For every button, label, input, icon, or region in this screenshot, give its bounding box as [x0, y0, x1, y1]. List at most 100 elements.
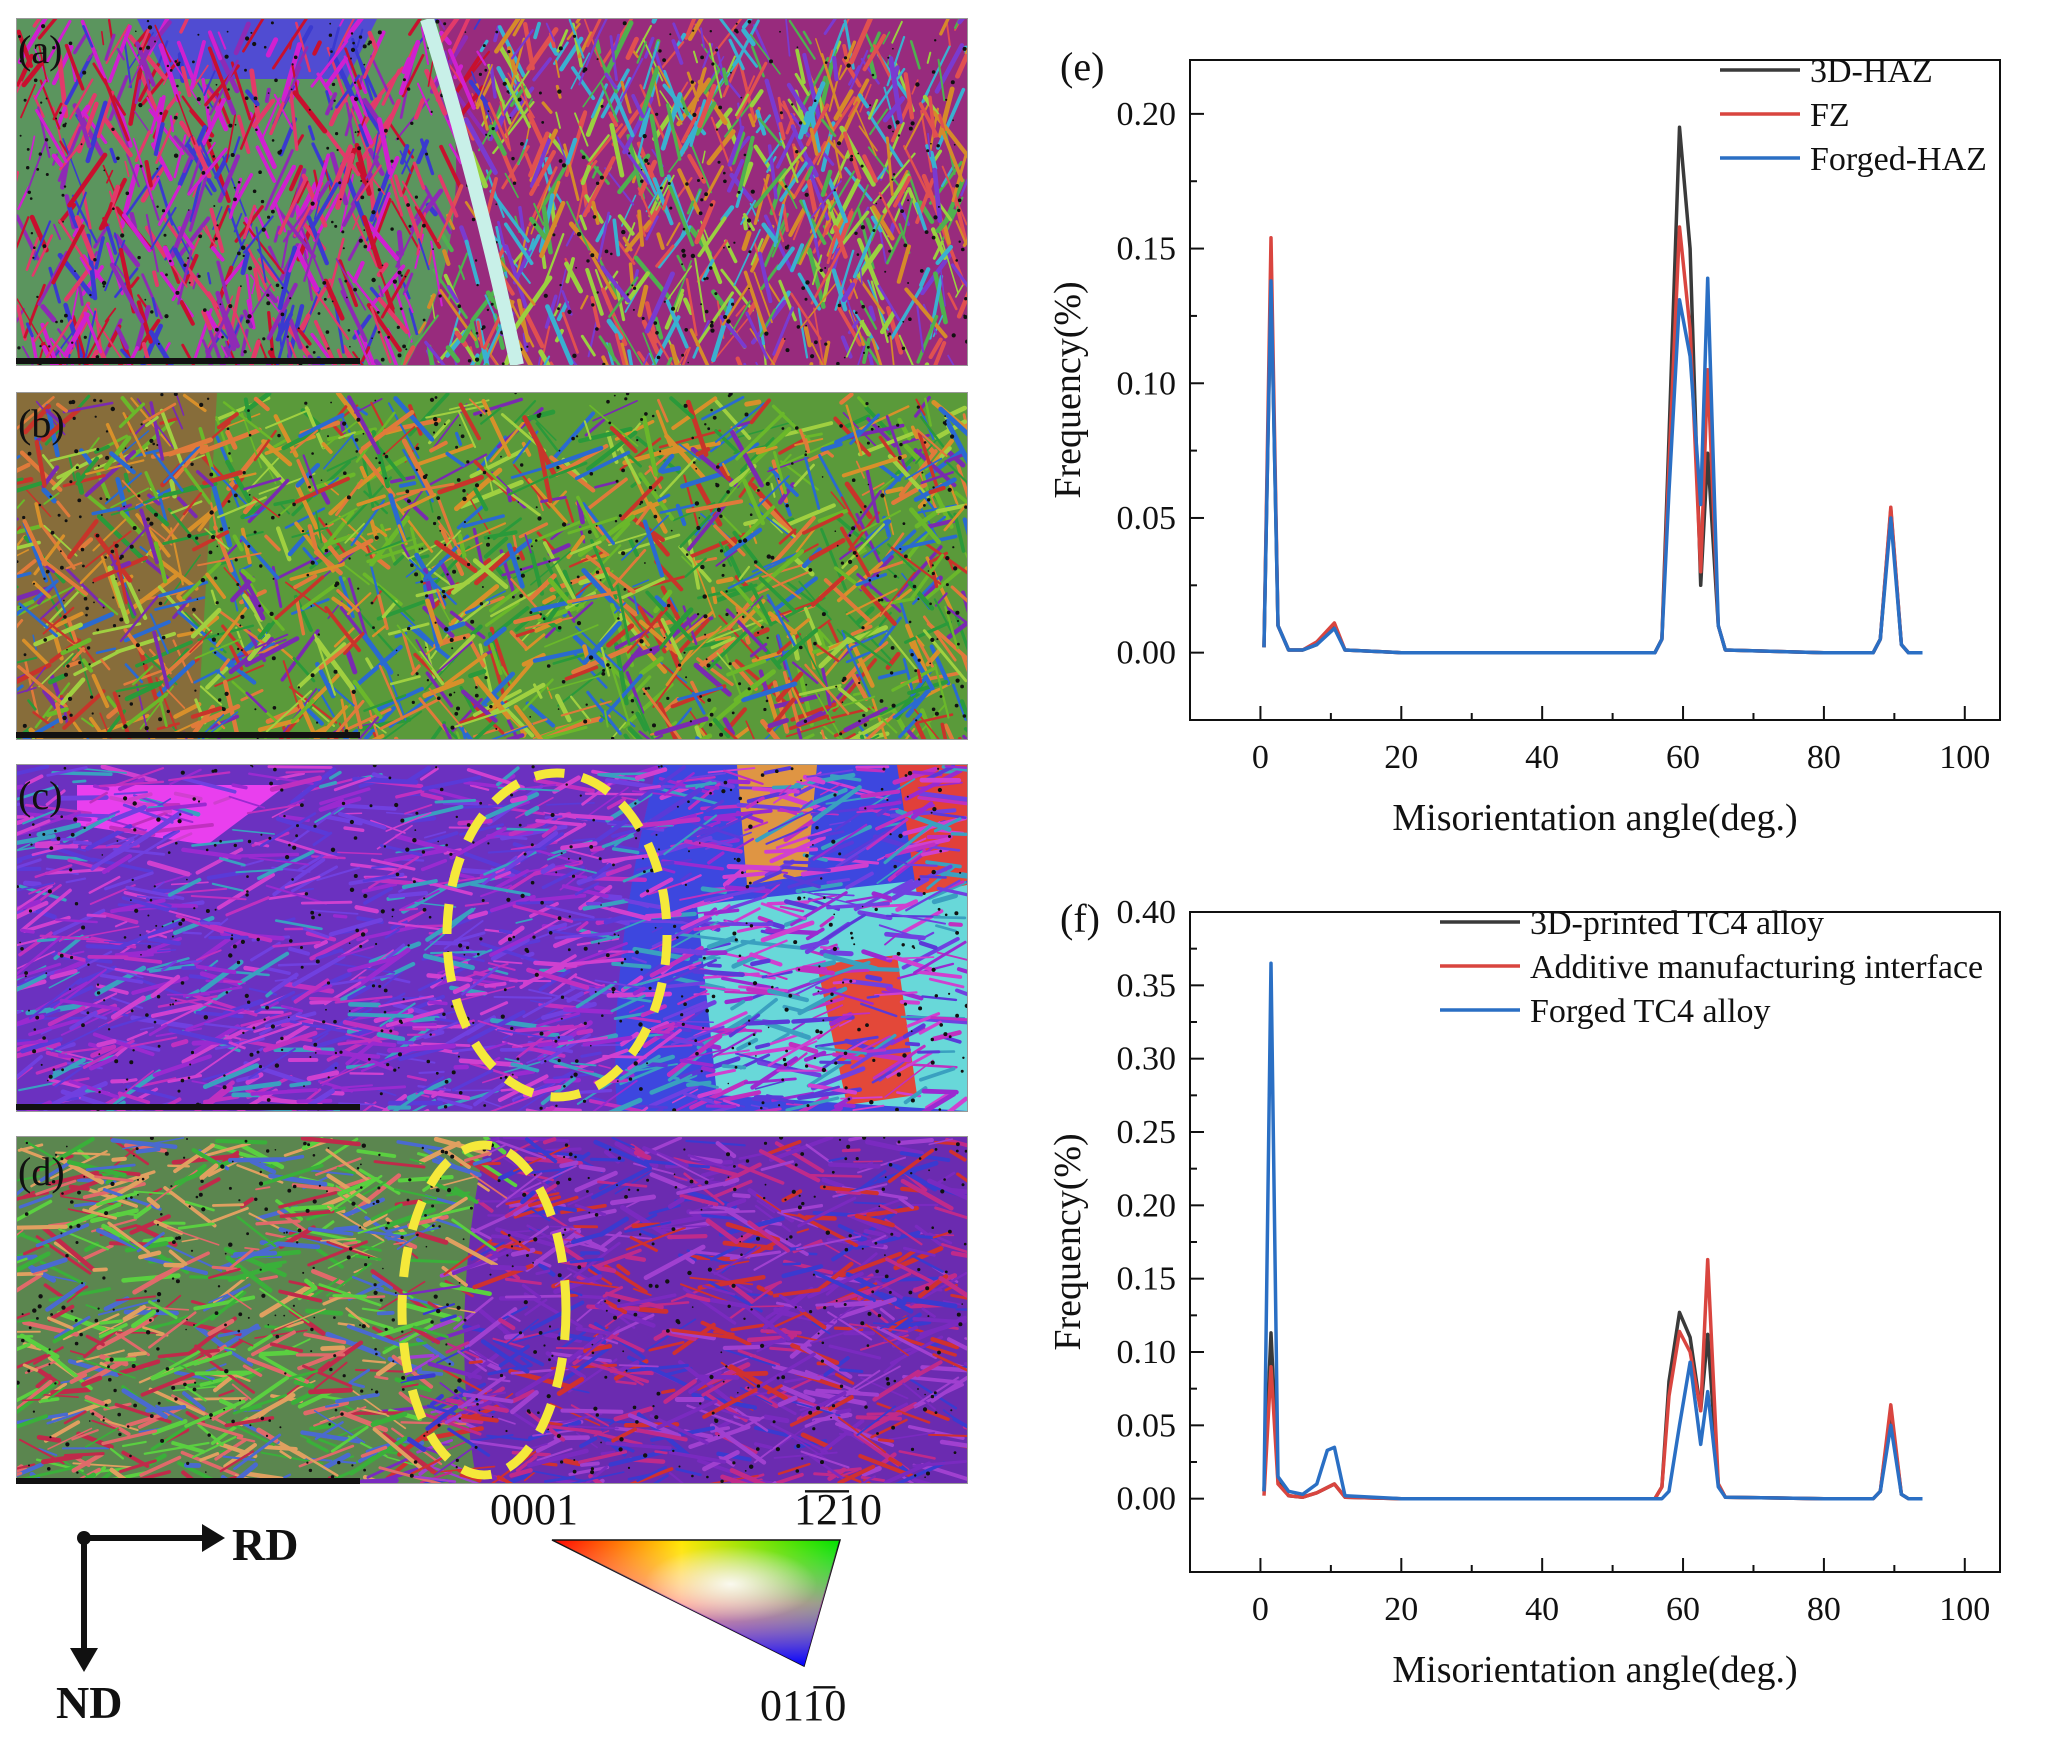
ebsd-boundary-dot — [259, 564, 263, 568]
ebsd-boundary-dot — [590, 253, 595, 258]
ebsd-lath — [692, 557, 716, 618]
ebsd-boundary-dot — [910, 653, 914, 657]
ebsd-boundary-dot — [415, 468, 418, 472]
ebsd-lath — [697, 1088, 723, 1099]
ebsd-boundary-dot — [201, 171, 206, 175]
ebsd-boundary-dot — [633, 286, 637, 290]
ebsd-lath — [808, 538, 846, 561]
ebsd-lath — [841, 695, 876, 707]
ebsd-boundary-dot — [747, 20, 752, 24]
ebsd-boundary-dot — [952, 546, 955, 549]
ebsd-lath — [131, 665, 154, 686]
ebsd-lath — [311, 182, 339, 228]
ebsd-lath — [58, 202, 77, 225]
ebsd-lath — [648, 176, 669, 218]
ebsd-lath — [67, 519, 99, 560]
ebsd-boundary-dot — [723, 315, 728, 319]
ebsd-lath — [743, 270, 768, 335]
ebsd-boundary-dot — [353, 81, 357, 84]
ebsd-lath — [401, 543, 410, 558]
ebsd-lath — [663, 814, 718, 856]
ebsd-lath — [230, 970, 270, 977]
ebsd-boundary-dot — [765, 699, 769, 703]
ebsd-lath — [956, 967, 967, 974]
ebsd-lath — [515, 918, 533, 924]
ebsd-boundary-dot — [212, 155, 215, 158]
ebsd-lath — [311, 855, 346, 860]
ebsd-lath — [571, 941, 628, 965]
ebsd-boundary-dot — [683, 651, 686, 654]
ebsd-lath — [722, 952, 748, 960]
ebsd-lath — [37, 250, 69, 306]
ebsd-lath — [722, 1099, 741, 1107]
ebsd-boundary-dot — [146, 45, 151, 50]
ebsd-boundary-dot — [613, 394, 616, 397]
ebsd-boundary-dot — [459, 424, 461, 426]
ebsd-boundary-dot — [491, 127, 495, 131]
ebsd-lath — [849, 19, 873, 65]
ebsd-lath — [245, 691, 268, 713]
scale-bar-a — [16, 358, 360, 364]
ebsd-lath — [694, 257, 706, 323]
ebsd-lath — [904, 99, 932, 150]
ebsd-lath — [609, 35, 618, 82]
ebsd-boundary-dot — [330, 50, 333, 53]
ebsd-lath — [648, 501, 668, 534]
ebsd-lath — [962, 413, 967, 436]
ebsd-boundary-dot — [377, 30, 382, 35]
ebsd-lath — [446, 285, 460, 304]
ebsd-boundary-dot — [353, 287, 357, 292]
ebsd-lath — [767, 282, 781, 303]
ebsd-lath — [617, 153, 651, 195]
ebsd-lath — [385, 975, 411, 984]
ebsd-lath — [915, 635, 925, 647]
ebsd-lath — [469, 1062, 519, 1079]
ebsd-lath — [852, 309, 861, 322]
ebsd-lath — [669, 396, 695, 419]
ebsd-lath — [684, 839, 743, 854]
ebsd-boundary-dot — [946, 610, 951, 615]
ebsd-lath — [202, 227, 217, 248]
ebsd-boundary-dot — [781, 427, 785, 430]
ebsd-lath — [682, 1092, 721, 1106]
ebsd-lath — [694, 725, 703, 739]
ebsd-lath — [684, 640, 724, 652]
ebsd-boundary-dot — [482, 44, 486, 48]
ebsd-lath — [58, 1053, 73, 1059]
ebsd-lath — [868, 705, 898, 734]
ebsd-lath — [557, 666, 608, 707]
ebsd-lath — [235, 626, 245, 649]
ebsd-lath — [760, 902, 807, 921]
ebsd-lath — [228, 472, 257, 481]
ebsd-lath — [655, 1044, 693, 1049]
ebsd-lath — [915, 398, 926, 416]
ebsd-lath — [928, 337, 943, 360]
ebsd-lath — [81, 185, 92, 230]
ebsd-lath — [586, 430, 638, 472]
ebsd-lath — [752, 870, 782, 886]
ebsd-boundary-dot — [851, 526, 856, 531]
ebsd-lath — [311, 286, 350, 341]
ebsd-boundary-dot — [159, 111, 163, 115]
ebsd-lath — [264, 149, 294, 211]
ebsd-lath — [146, 936, 182, 946]
ebsd-lath — [656, 232, 665, 250]
ebsd-boundary-dot — [965, 339, 967, 344]
ebsd-lath — [611, 131, 651, 185]
ebsd-lath — [555, 111, 561, 129]
ebsd-boundary-dot — [716, 507, 722, 512]
ebsd-boundary-dot — [610, 736, 615, 739]
ebsd-lath — [905, 685, 933, 718]
ebsd-boundary-dot — [777, 478, 780, 480]
ebsd-lath — [368, 856, 420, 890]
ebsd-lath — [903, 863, 938, 867]
ebsd-boundary-dot — [331, 300, 334, 303]
ebsd-boundary-dot — [160, 393, 164, 397]
ebsd-boundary-dot — [38, 503, 42, 507]
ebsd-lath — [438, 19, 460, 44]
ebsd-lath — [154, 596, 206, 611]
ebsd-lath — [194, 638, 242, 660]
ebsd-lath — [661, 41, 685, 69]
ebsd-lath — [845, 894, 883, 903]
ebsd-lath — [365, 657, 375, 671]
